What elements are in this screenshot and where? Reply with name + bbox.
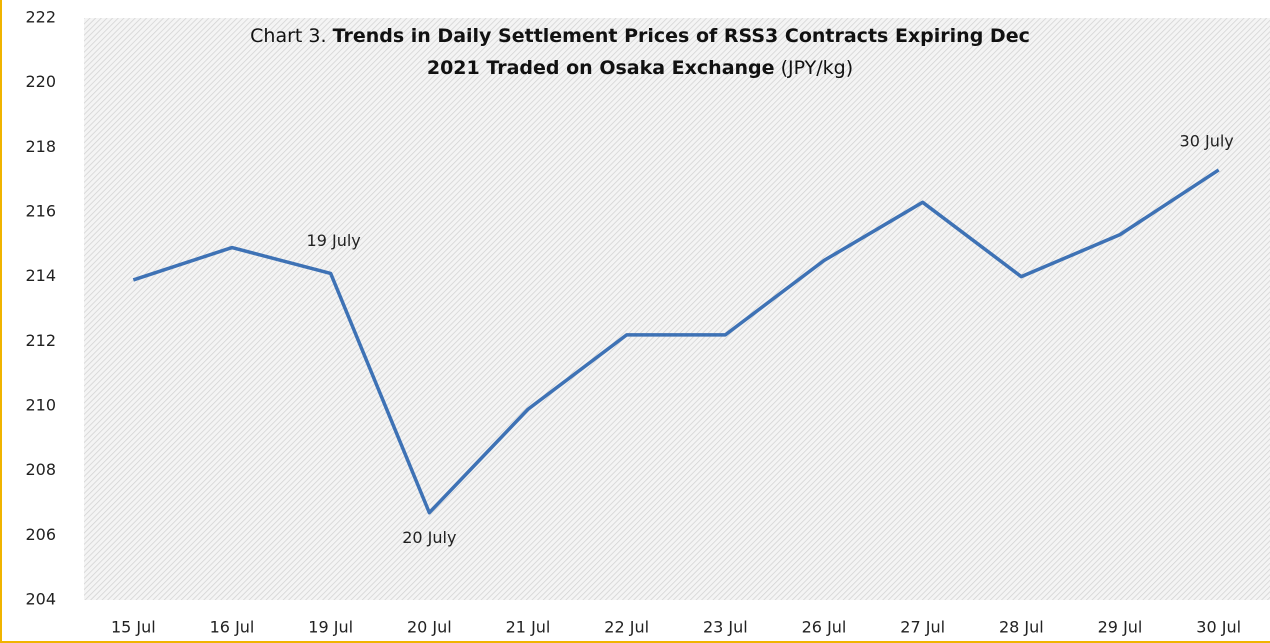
x-tick-label: 21 Jul [506,618,551,637]
x-tick-label: 23 Jul [703,618,748,637]
annotation: 19 July [307,231,361,250]
y-tick-label: 206 [25,525,56,544]
x-tick-label: 28 Jul [999,618,1044,637]
x-tick-label: 30 Jul [1196,618,1241,637]
chart-title: Chart 3. Trends in Daily Settlement Pric… [250,25,1030,47]
y-tick-label: 214 [25,266,56,285]
x-tick-label: 15 Jul [111,618,156,637]
x-tick-label: 16 Jul [210,618,255,637]
y-tick-label: 210 [25,396,56,415]
chart-title: 2021 Traded on Osaka Exchange (JPY/kg) [427,57,853,79]
x-tick-label: 22 Jul [604,618,649,637]
x-tick-label: 20 Jul [407,618,452,637]
y-tick-label: 216 [25,202,56,221]
plot-area [84,18,1270,600]
y-tick-label: 220 [25,72,56,91]
x-tick-label: 19 Jul [308,618,353,637]
y-tick-label: 204 [25,590,56,609]
annotation: 30 July [1180,131,1234,150]
x-tick-label: 27 Jul [900,618,945,637]
y-tick-label: 218 [25,137,56,156]
y-tick-label: 212 [25,331,56,350]
annotation: 20 July [402,528,456,547]
x-tick-label: 29 Jul [1098,618,1143,637]
line-series [132,168,1220,515]
y-tick-label: 208 [25,460,56,479]
x-tick-label: 26 Jul [802,618,847,637]
y-tick-label: 222 [25,8,56,27]
